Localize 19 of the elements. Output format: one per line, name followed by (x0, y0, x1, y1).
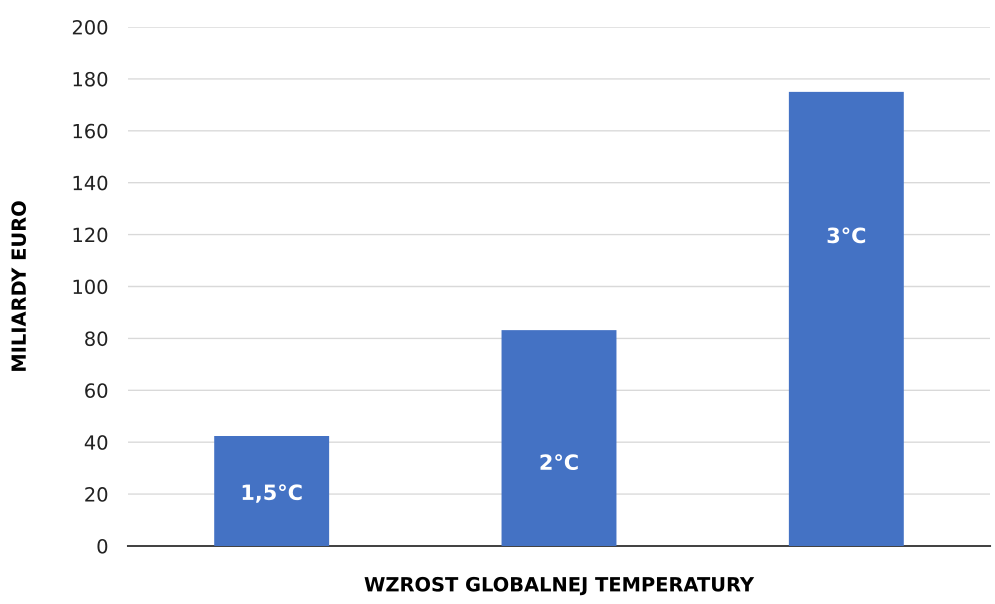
y-axis-title: MILIARDY EURO (11, 201, 26, 371)
bar (788, 92, 904, 546)
x-tick-label: 3°C (828, 227, 866, 244)
y-tick-label: 60 (85, 383, 108, 398)
x-tick-label: 1,5°C (242, 484, 302, 503)
bar (502, 330, 616, 546)
y-tick-label: 140 (74, 176, 108, 190)
y-tick-label: 200 (72, 20, 108, 35)
x-tick-label: 2°C (540, 454, 578, 470)
bar (214, 436, 330, 546)
y-tick-label: 80 (85, 331, 108, 346)
y-tick-label: 20 (85, 487, 108, 502)
y-tick-label: 180 (74, 72, 108, 87)
y-tick-label: 40 (84, 435, 108, 450)
x-axis-title: WZROST GLOBALNEJ TEMPERATURY (364, 576, 754, 596)
y-tick-label: 0 (97, 538, 108, 554)
y-tick-label: 100 (74, 279, 108, 294)
y-tick-label: 160 (74, 124, 108, 138)
y-tick-label: 120 (74, 228, 108, 242)
